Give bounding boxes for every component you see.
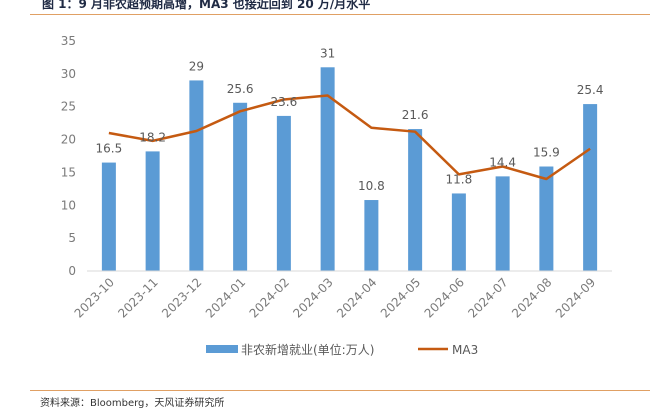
legend-bar-label: 非农新增就业(单位:万人): [241, 342, 374, 357]
x-tick-label: 2023-10: [72, 275, 117, 320]
x-tick-label: 2023-11: [115, 275, 160, 320]
x-tick-label: 2024-03: [290, 275, 335, 320]
bar: [364, 200, 379, 271]
bar-data-label: 23.6: [271, 95, 298, 109]
bars: [101, 67, 598, 272]
bar: [189, 80, 204, 271]
bar: [320, 67, 335, 272]
bar: [233, 102, 248, 272]
x-tick-label: 2024-08: [509, 275, 554, 320]
legend-bar-swatch: [206, 345, 238, 353]
x-axis-ticks: 2023-102023-112023-122024-012024-022024-…: [72, 275, 599, 320]
x-tick-label: 2024-04: [334, 275, 379, 320]
legend: 非农新增就业(单位:万人) MA3: [206, 342, 478, 357]
bar-data-label: 10.8: [358, 179, 385, 193]
bar-data-label: 31: [320, 46, 335, 60]
ma3-line: [108, 94, 591, 181]
y-tick-label: 0: [68, 264, 76, 278]
bottom-rule: [30, 390, 650, 391]
x-tick-label: 2024-06: [422, 275, 467, 320]
bar-data-label: 21.6: [402, 108, 429, 122]
bar: [495, 176, 510, 271]
bar-data-label: 29: [189, 59, 204, 73]
x-tick-label: 2023-12: [159, 275, 204, 320]
bar: [408, 129, 423, 271]
x-tick-label: 2024-09: [553, 275, 598, 320]
bar: [539, 166, 554, 271]
top-rule: [30, 14, 650, 15]
bar: [451, 193, 466, 271]
bar: [583, 104, 598, 271]
x-tick-label: 2024-07: [465, 275, 510, 320]
bar-data-label: 25.4: [577, 83, 604, 97]
y-tick-label: 15: [61, 165, 76, 179]
bar: [101, 162, 116, 271]
bar-data-label: 15.9: [533, 146, 560, 160]
legend-line-label: MA3: [452, 343, 478, 357]
y-tick-label: 25: [61, 100, 76, 114]
figure-title: 图 1：9 月非农超预期高增，MA3 也接近回到 20 万/月水平: [42, 0, 371, 11]
bar: [145, 151, 160, 271]
x-tick-label: 2024-05: [378, 275, 423, 320]
bar: [276, 115, 291, 272]
bar-data-labels: 16.5 18.2 29 25.6 23.6 31 10.8 21.6 11.8 14.4 15.9…: [96, 46, 604, 193]
y-tick-label: 35: [61, 34, 76, 48]
y-tick-label: 10: [61, 198, 76, 212]
y-tick-label: 20: [61, 133, 76, 147]
y-axis-ticks: 0 5 10 15 20 25 30 35: [61, 34, 76, 278]
bar-data-label: 14.4: [489, 155, 516, 169]
bar-data-label: 18.2: [139, 130, 166, 144]
y-tick-label: 5: [68, 231, 76, 245]
bar-data-label: 11.8: [446, 172, 473, 186]
x-tick-label: 2024-01: [203, 275, 248, 320]
y-tick-label: 30: [61, 67, 76, 81]
bar-data-label: 25.6: [227, 82, 254, 96]
bar-data-label: 16.5: [96, 142, 123, 156]
x-tick-label: 2024-02: [247, 275, 292, 320]
